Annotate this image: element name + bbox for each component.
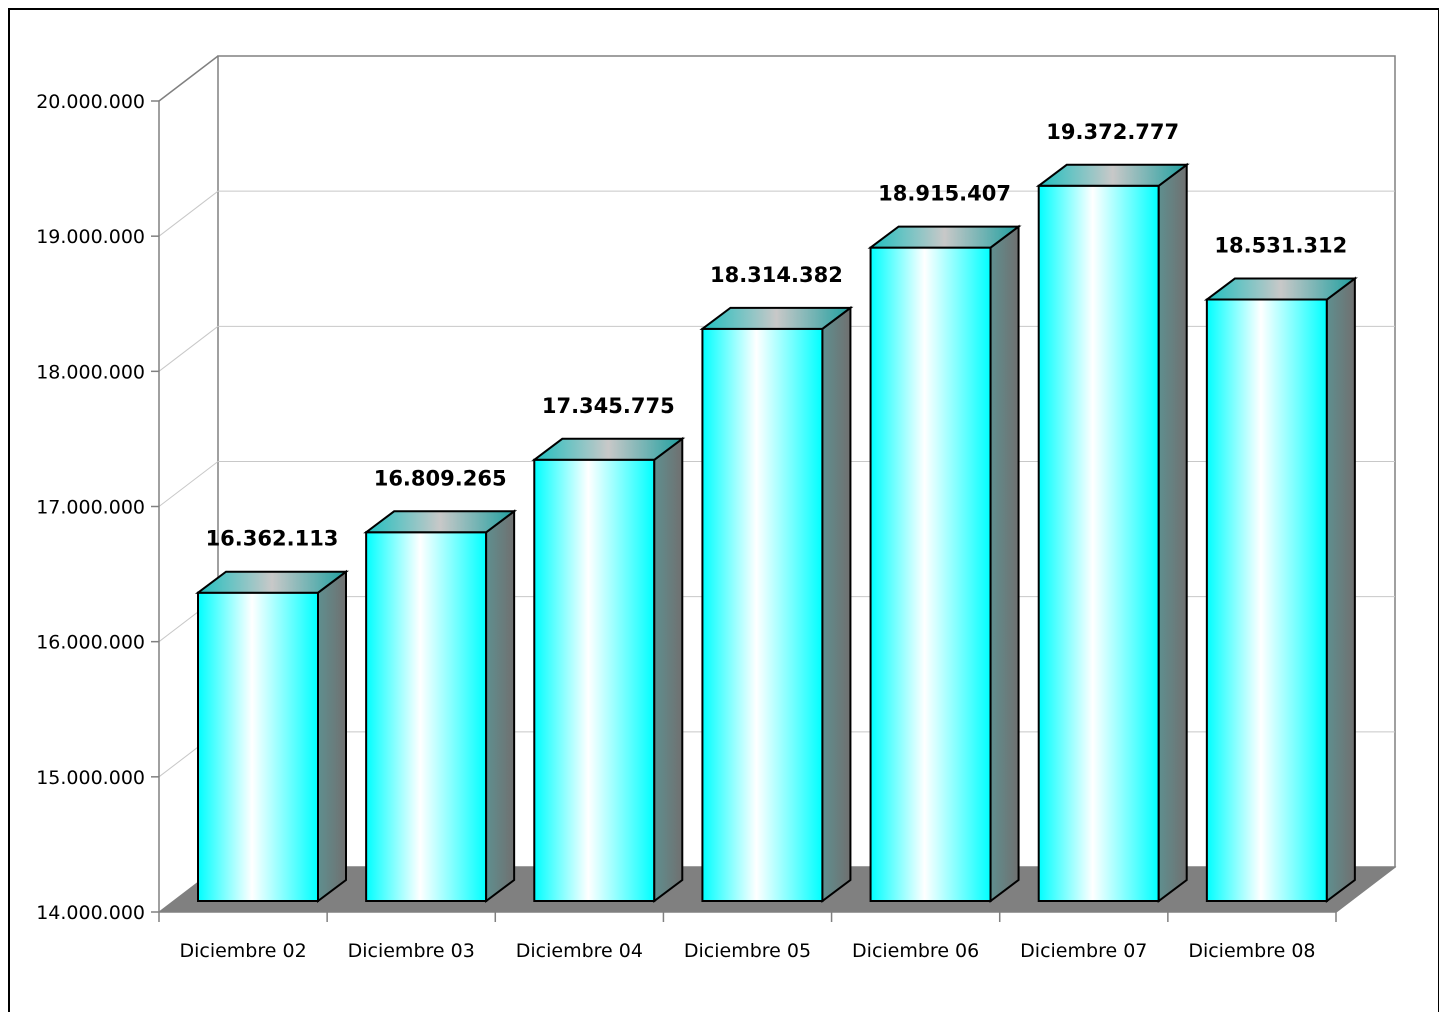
bar xyxy=(867,224,1022,903)
bar-front xyxy=(1037,184,1160,902)
bar-top xyxy=(363,510,518,534)
x-tick-label: Diciembre 03 xyxy=(348,940,475,962)
y-tick-label: 19.000.000 xyxy=(36,226,145,248)
data-label: 17.345.775 xyxy=(542,394,675,418)
bar-side xyxy=(317,569,347,903)
y-tick-label: 15.000.000 xyxy=(36,767,145,789)
data-label: 19.372.777 xyxy=(1046,120,1179,144)
bar-top xyxy=(867,225,1022,249)
bar xyxy=(1035,162,1190,903)
x-axis: Diciembre 02 Diciembre 03 Diciembre 04 Dici… xyxy=(158,866,1396,962)
bar-front xyxy=(533,458,656,902)
bar-side xyxy=(1325,276,1356,903)
y-tick-label: 16.000.000 xyxy=(36,632,145,654)
bar-side xyxy=(989,224,1020,903)
y-axis: 14.000.000 15.000.000 16.000.000 17.000.000… xyxy=(36,91,160,924)
floor-edge xyxy=(1335,866,1396,913)
bar xyxy=(363,509,518,903)
bar-side xyxy=(485,509,516,903)
bar xyxy=(699,305,854,903)
bar-top xyxy=(531,437,686,461)
y-tick-label: 17.000.000 xyxy=(36,497,145,519)
bar-side xyxy=(1157,162,1188,903)
bar xyxy=(1203,276,1358,903)
bar-front xyxy=(701,327,824,902)
data-label: 16.362.113 xyxy=(206,527,339,551)
bar-front xyxy=(1205,298,1328,903)
gridline xyxy=(158,190,219,237)
bar-top xyxy=(195,570,349,594)
y-tick-label: 20.000.000 xyxy=(36,91,145,113)
bar-side xyxy=(821,305,852,903)
x-tick-label: Diciembre 08 xyxy=(1188,940,1315,962)
x-tick-label: Diciembre 06 xyxy=(852,940,979,962)
data-label: 16.809.265 xyxy=(374,466,507,490)
data-label: 18.314.382 xyxy=(710,263,843,287)
data-labels: 16.362.113 16.809.265 17.345.775 18.314.382… xyxy=(206,120,1348,551)
x-tick-label: Diciembre 04 xyxy=(516,940,643,962)
bar-front xyxy=(197,591,319,902)
x-tick-label: Diciembre 05 xyxy=(684,940,811,962)
y-tick-label: 18.000.000 xyxy=(36,361,145,383)
data-label: 18.915.407 xyxy=(878,182,1011,206)
bar-front xyxy=(365,531,488,902)
bar-top xyxy=(699,306,854,330)
y-tick-label: 14.000.000 xyxy=(36,902,145,924)
side-wall-edge xyxy=(158,55,219,102)
bar-series xyxy=(195,162,1358,903)
bar xyxy=(531,436,686,903)
x-tick-label: Diciembre 07 xyxy=(1020,940,1147,962)
bar xyxy=(195,569,349,903)
bar-top xyxy=(1203,277,1358,301)
data-label: 18.531.312 xyxy=(1214,234,1347,258)
x-tick-label: Diciembre 02 xyxy=(179,940,306,962)
gridline xyxy=(158,461,219,507)
bar-front xyxy=(869,246,992,902)
bar-side xyxy=(653,436,684,903)
gridline xyxy=(158,325,219,372)
bar-top xyxy=(1035,163,1190,187)
